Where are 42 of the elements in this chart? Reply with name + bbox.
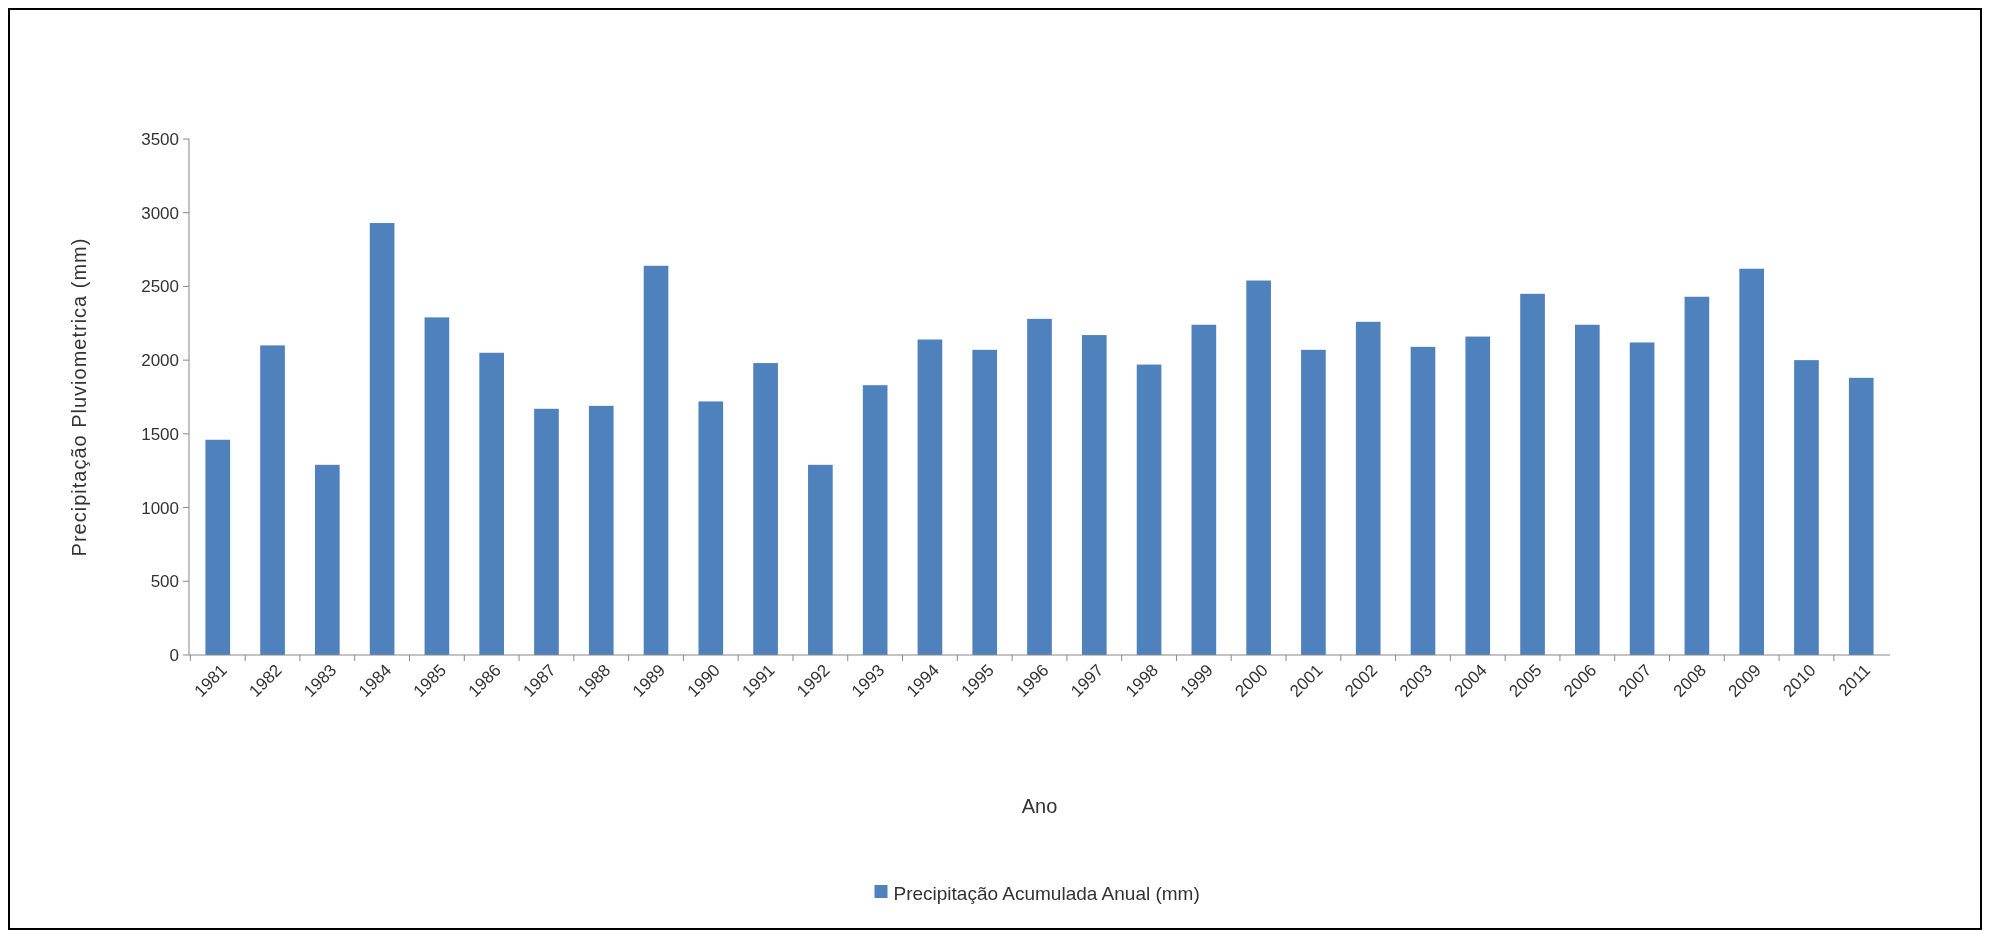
bar <box>424 317 450 655</box>
bar <box>753 363 778 655</box>
bar <box>1191 324 1217 655</box>
bar <box>1136 364 1162 655</box>
bar <box>260 345 285 655</box>
bar <box>1575 324 1600 655</box>
bar <box>534 408 559 655</box>
bar <box>1301 349 1326 655</box>
bar <box>1520 293 1545 655</box>
y-tick-label: 3000 <box>141 203 179 223</box>
y-tick-label: 2000 <box>141 351 179 371</box>
y-tick-label: 1500 <box>141 424 179 444</box>
bar <box>1246 280 1271 655</box>
bar <box>698 401 724 655</box>
y-tick-label: 0 <box>169 645 179 665</box>
bar <box>1684 296 1710 655</box>
bar <box>1410 346 1436 655</box>
bar <box>643 265 669 655</box>
bar <box>808 464 833 655</box>
y-tick-label: 500 <box>150 572 179 592</box>
bar <box>1027 318 1052 655</box>
bar <box>862 385 888 655</box>
y-tick-label: 3500 <box>141 129 179 149</box>
y-tick-label: 2500 <box>141 277 179 297</box>
bar <box>1794 360 1819 655</box>
bar <box>479 352 504 655</box>
x-axis-title: Ano <box>1021 795 1058 817</box>
y-tick-label: 1000 <box>141 498 179 518</box>
bar <box>1848 377 1874 655</box>
bar <box>588 405 614 655</box>
bar <box>1355 321 1381 655</box>
legend-label: Precipitação Acumulada Anual (mm) <box>893 882 1200 904</box>
bar <box>1739 268 1764 655</box>
bar <box>972 349 998 655</box>
bar <box>205 439 231 655</box>
bar <box>1465 336 1491 655</box>
bar <box>315 464 340 655</box>
y-axis-title: Precipitação Pluviometrica (mm) <box>68 237 90 557</box>
bar <box>369 223 395 655</box>
bar <box>1629 342 1655 655</box>
bar <box>1081 335 1107 655</box>
bar <box>917 339 943 655</box>
